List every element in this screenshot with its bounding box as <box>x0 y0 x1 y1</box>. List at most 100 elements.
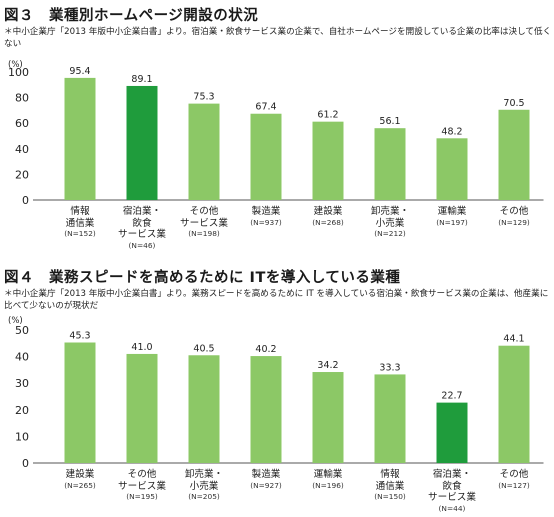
x-tick-label: 建設業 (N=268) <box>288 206 368 227</box>
x-tick-label: 製造業 (N=927) <box>226 469 306 490</box>
sample-size: (N=44) <box>438 503 466 513</box>
bar <box>498 345 530 463</box>
x-tick-label: 運輸業 (N=197) <box>412 206 492 227</box>
data-label: 70.5 <box>503 98 524 109</box>
bar <box>374 128 406 200</box>
y-tick-label: 100 <box>8 66 29 79</box>
bar <box>64 342 96 463</box>
x-tick-label: 製造業 (N=937) <box>226 206 306 227</box>
data-label: 48.2 <box>441 126 462 137</box>
sample-size: (N=212) <box>374 229 406 238</box>
data-label: 41.0 <box>131 342 152 353</box>
sample-size: (N=195) <box>126 492 158 501</box>
bar <box>498 109 530 200</box>
data-label: 44.1 <box>503 334 524 345</box>
data-label: 34.2 <box>317 360 338 371</box>
x-tick-label: 情報 通信業 (N=150) <box>350 469 430 501</box>
category-name: 宿泊業・ 飲食 サービス業 <box>118 206 166 240</box>
y-tick-label: 40 <box>15 143 29 156</box>
category-name: その他 サービス業 <box>118 469 166 492</box>
sample-size: (N=150) <box>374 492 406 501</box>
y-tick-label: 30 <box>15 377 29 390</box>
data-label: 33.3 <box>379 362 400 373</box>
category-name: 運輸業 <box>313 469 343 480</box>
sample-size: (N=198) <box>188 229 220 238</box>
bar <box>126 85 158 200</box>
x-tick-label: 宿泊業・ 飲食 サービス業 (N=46) <box>102 206 182 250</box>
data-label: 61.2 <box>317 110 338 121</box>
bar <box>188 103 220 200</box>
x-tick-label: 卸売業・ 小売業 (N=212) <box>350 206 430 238</box>
data-label: 40.2 <box>255 344 276 355</box>
data-label: 75.3 <box>193 92 214 103</box>
y-tick-label: 0 <box>22 194 29 207</box>
bar <box>312 121 344 200</box>
data-label: 40.5 <box>193 343 214 354</box>
x-tick-label: その他 サービス業 (N=198) <box>164 206 244 238</box>
x-tick-label: その他 (N=129) <box>474 206 554 227</box>
bar <box>436 402 468 463</box>
bar <box>126 353 158 463</box>
data-label: 67.4 <box>255 102 276 113</box>
x-tick-label: 情報 通信業 (N=152) <box>40 206 120 238</box>
sample-size: (N=268) <box>312 217 344 227</box>
x-tick-label: 運輸業 (N=196) <box>288 469 368 490</box>
sample-size: (N=937) <box>250 217 282 227</box>
figure-3: 図３ 業種別ホームページ開設の状況 ＊中小企業庁「2013 年版中小企業白書」よ… <box>0 0 554 258</box>
sample-size: (N=46) <box>128 240 156 250</box>
data-label: 45.3 <box>69 331 90 342</box>
data-label: 22.7 <box>441 391 462 402</box>
x-tick-label: その他 (N=127) <box>474 469 554 490</box>
y-tick-label: 10 <box>15 430 29 443</box>
chart-title: 図４ 業務スピードを高めるために ITを導入している業種 <box>4 270 401 286</box>
y-axis-unit: (%) <box>8 60 23 70</box>
bar-chart-it-adoption: 0 10 20 30 40 50 45.3 41.0 40.5 40.2 34.2 33.3 22.7 4… <box>15 324 544 470</box>
sample-size: (N=205) <box>188 492 220 501</box>
bar-chart-homepage: 0 20 40 60 80 100 95.4 89.1 75.3 67.4 61.2 56.1 48.2… <box>8 66 544 207</box>
bar <box>64 77 96 200</box>
category-name: 卸売業・ 小売業 <box>370 206 410 229</box>
category-name: 製造業 <box>251 469 281 480</box>
category-name: 建設業 <box>313 206 343 217</box>
sample-size: (N=927) <box>250 480 282 490</box>
category-name: その他 <box>499 206 529 217</box>
y-tick-label: 40 <box>15 351 29 364</box>
x-tick-label: 宿泊業・ 飲食 サービス業 (N=44) <box>412 469 492 513</box>
bar <box>250 356 282 463</box>
sample-size: (N=265) <box>64 480 96 490</box>
x-tick-label: その他 サービス業 (N=195) <box>102 469 182 501</box>
x-tick-label: 卸売業・ 小売業 (N=205) <box>164 469 244 501</box>
y-tick-label: 0 <box>22 457 29 470</box>
figure-4: 図４ 業務スピードを高めるために ITを導入している業種 ＊中小企業庁「2013… <box>0 262 554 517</box>
y-tick-label: 80 <box>15 92 29 105</box>
category-name: 製造業 <box>251 206 281 217</box>
y-tick-label: 20 <box>15 404 29 417</box>
y-tick-label: 20 <box>15 168 29 181</box>
sample-size: (N=127) <box>498 480 530 490</box>
chart-note: ＊中小企業庁「2013 年版中小企業白書」より。宿泊業・飲食サービス業の企業で、… <box>4 27 552 49</box>
category-name: 情報 通信業 <box>375 469 405 492</box>
chart-note: ＊中小企業庁「2013 年版中小企業白書」より。業務スピードを高めるために IT… <box>4 289 549 311</box>
bar <box>188 355 220 463</box>
y-axis-unit: (%) <box>8 316 23 326</box>
data-label: 95.4 <box>69 66 90 77</box>
category-name: 情報 通信業 <box>65 206 95 229</box>
category-name: 建設業 <box>65 469 95 480</box>
category-name: 運輸業 <box>437 206 467 217</box>
category-name: その他 サービス業 <box>180 206 228 229</box>
x-tick-label: 建設業 (N=265) <box>40 469 120 490</box>
category-name: その他 <box>499 469 529 480</box>
bar <box>250 113 282 200</box>
category-name: 卸売業・ 小売業 <box>184 469 224 492</box>
bar <box>436 138 468 200</box>
category-name: 宿泊業・ 飲食 サービス業 <box>428 469 476 503</box>
sample-size: (N=196) <box>312 480 344 490</box>
sample-size: (N=197) <box>436 217 468 227</box>
data-label: 56.1 <box>379 116 400 127</box>
bar <box>312 372 344 463</box>
data-label: 89.1 <box>131 74 152 85</box>
chart-title: 図３ 業種別ホームページ開設の状況 <box>4 8 259 24</box>
sample-size: (N=129) <box>498 217 530 227</box>
bar <box>374 374 406 463</box>
y-tick-label: 60 <box>15 117 29 130</box>
